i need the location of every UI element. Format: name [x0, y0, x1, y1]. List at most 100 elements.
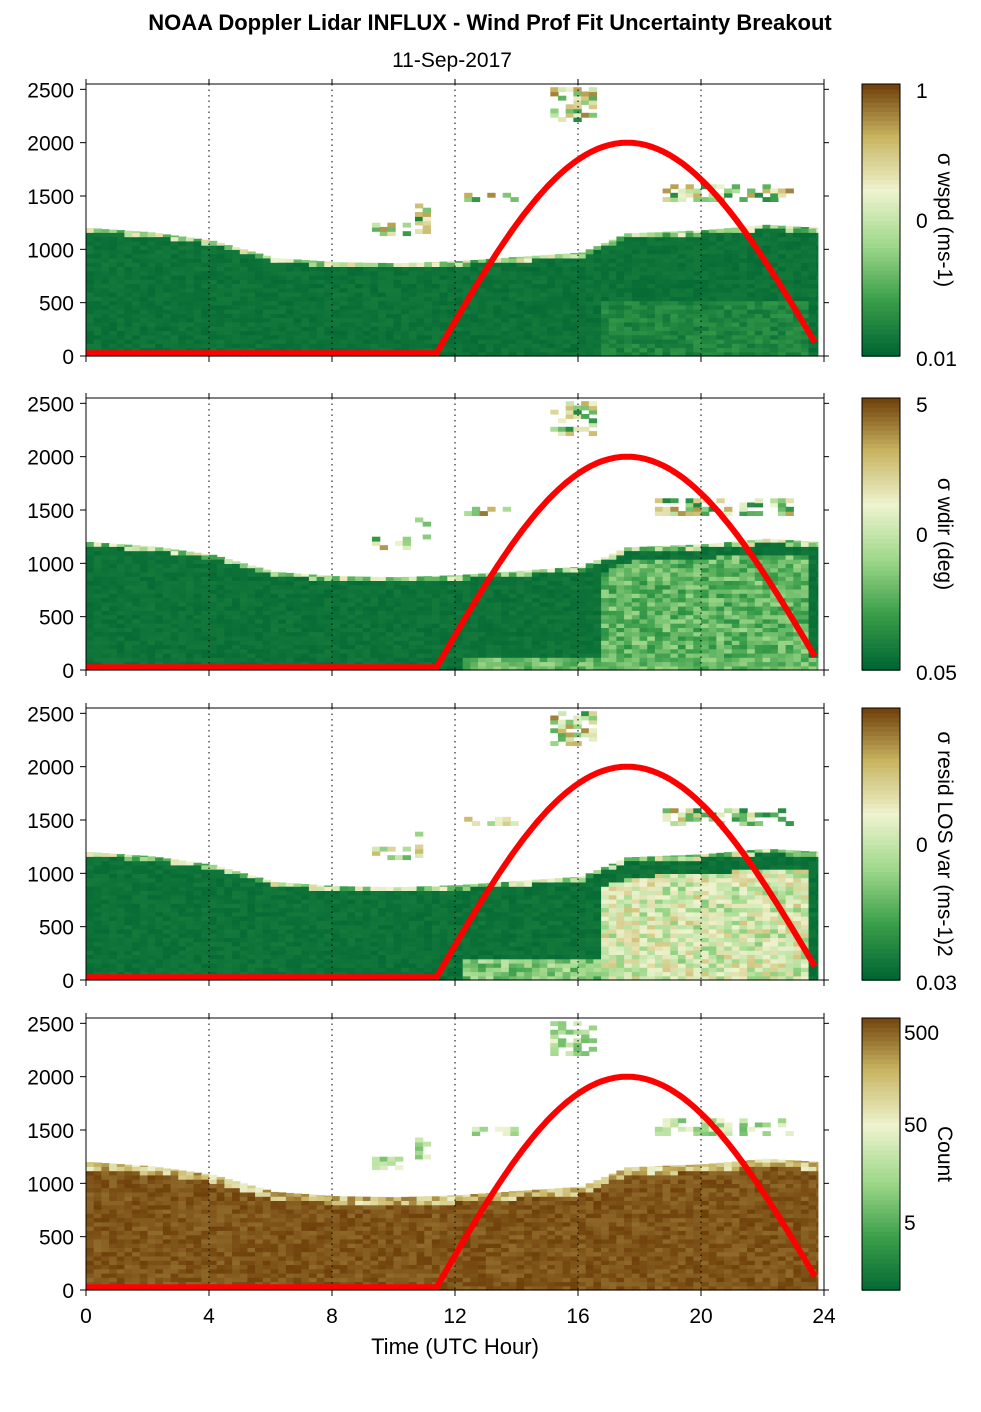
heatmap-cell	[547, 657, 556, 663]
heatmap-cell	[593, 618, 602, 624]
heatmap-cell	[554, 262, 564, 267]
heatmap-cell	[793, 321, 802, 327]
heatmap-cell	[247, 309, 256, 314]
heatmap-cell	[639, 262, 648, 267]
heatmap-cell	[581, 91, 590, 97]
heatmap-cell	[578, 266, 587, 272]
heatmap-cell	[708, 292, 717, 297]
heatmap-cell	[270, 648, 279, 654]
heatmap-cell	[139, 635, 149, 641]
heatmap-cell	[562, 351, 571, 357]
heatmap-cell	[185, 330, 195, 336]
heatmap-cell	[693, 192, 702, 198]
heatmap-cell	[162, 317, 172, 323]
heatmap-cell	[624, 245, 633, 250]
heatmap-cell	[324, 588, 333, 594]
heatmap-cell	[747, 588, 756, 594]
heatmap-cell	[531, 652, 541, 658]
heatmap-cell	[431, 338, 441, 344]
heatmap-cell	[155, 279, 164, 285]
heatmap-cell	[101, 253, 110, 259]
heatmap-cell	[185, 635, 195, 641]
heatmap-cell	[777, 351, 787, 357]
heatmap-cell	[439, 584, 448, 590]
heatmap-cell	[558, 117, 567, 122]
heatmap-cell	[570, 283, 579, 289]
heatmap-cell	[478, 640, 487, 645]
heatmap-cell	[708, 304, 717, 310]
heatmap-cell	[439, 309, 448, 314]
heatmap-cell	[201, 618, 210, 624]
heatmap-cell	[747, 635, 756, 641]
heatmap-cell	[770, 240, 779, 246]
heatmap-cell	[324, 261, 333, 263]
heatmap-cell	[816, 338, 819, 344]
heatmap-cell	[224, 304, 233, 310]
heatmap-cell	[670, 623, 679, 628]
heatmap-cell	[639, 593, 648, 599]
heatmap-cell	[362, 606, 372, 611]
heatmap-cell	[639, 334, 648, 340]
heatmap-cell	[155, 563, 164, 569]
heatmap-cell	[701, 606, 710, 611]
heatmap-cell	[639, 597, 648, 603]
colorbar-segment	[862, 324, 900, 330]
heatmap-cell	[654, 232, 664, 233]
colorbar-segment	[862, 265, 900, 271]
heatmap-cell	[554, 343, 564, 349]
heatmap-cell	[485, 648, 495, 654]
heatmap-cell	[731, 334, 741, 340]
heatmap-cell	[293, 618, 302, 624]
heatmap-cell	[677, 245, 687, 250]
heatmap-cell	[693, 334, 702, 340]
heatmap-cell	[662, 317, 671, 323]
heatmap-cell	[731, 330, 741, 336]
heatmap-cell	[393, 648, 402, 654]
heatmap-cell	[547, 614, 556, 620]
heatmap-cell	[462, 652, 471, 658]
heatmap-cell	[816, 262, 819, 267]
heatmap-cell	[501, 601, 510, 607]
heatmap-cell	[362, 661, 372, 667]
heatmap-cell	[662, 326, 671, 331]
heatmap-cell	[547, 627, 556, 633]
heatmap-cell	[462, 274, 471, 280]
heatmap-cell	[402, 222, 411, 228]
heatmap-cell	[424, 644, 433, 650]
heatmap-cell	[608, 640, 618, 645]
heatmap-cell	[554, 588, 564, 594]
heatmap-cell	[531, 631, 541, 637]
heatmap-cell	[639, 635, 648, 641]
heatmap-cell	[485, 347, 495, 353]
heatmap-cell	[501, 313, 510, 319]
heatmap-cell	[324, 657, 333, 663]
heatmap-cell	[270, 274, 279, 280]
heatmap-cell	[800, 245, 810, 250]
heatmap-cell	[631, 648, 641, 654]
heatmap-cell	[201, 287, 210, 293]
heatmap-cell	[201, 347, 210, 353]
heatmap-cell	[132, 618, 141, 624]
heatmap-cell	[701, 554, 710, 560]
heatmap-cell	[558, 95, 567, 101]
heatmap-cell	[209, 240, 218, 246]
heatmap-cell	[455, 610, 464, 616]
heatmap-cell	[239, 580, 249, 586]
heatmap-cell	[209, 330, 218, 336]
heatmap-cell	[332, 623, 341, 628]
heatmap-cell	[685, 640, 694, 645]
heatmap-cell	[270, 652, 279, 658]
heatmap-cell	[493, 351, 502, 357]
heatmap-cell	[370, 317, 379, 323]
heatmap-cell	[701, 283, 710, 289]
heatmap-cell	[93, 614, 102, 620]
heatmap-cell	[278, 309, 287, 314]
heatmap-cell	[86, 287, 95, 293]
heatmap-cell	[209, 559, 218, 564]
heatmap-cell	[539, 262, 548, 267]
heatmap-cell	[539, 652, 548, 658]
heatmap-cell	[424, 601, 433, 607]
heatmap-cell	[724, 249, 733, 255]
heatmap-cell	[216, 296, 225, 302]
heatmap-cell	[101, 266, 110, 272]
